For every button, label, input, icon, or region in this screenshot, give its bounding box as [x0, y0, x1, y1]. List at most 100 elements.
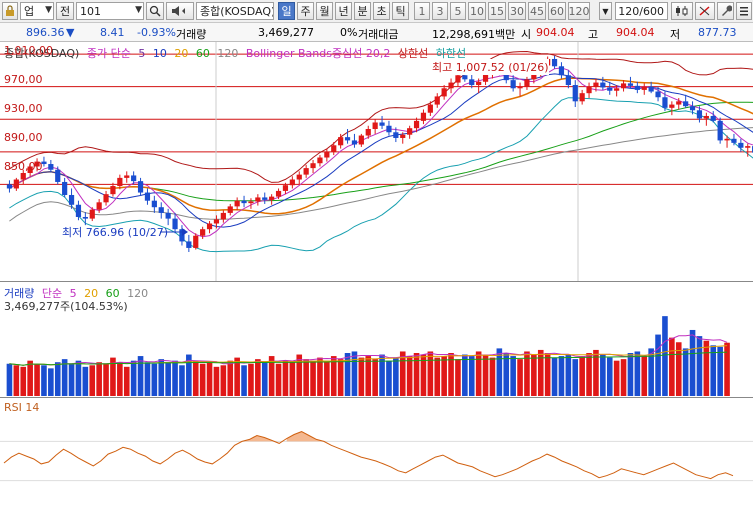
- volume-bar: [703, 340, 710, 396]
- volume-bar: [613, 360, 620, 396]
- settings-button[interactable]: [717, 2, 734, 20]
- volume-bar: [696, 336, 703, 396]
- price-chart-panel[interactable]: 종합(KOSDAQ) 종가 단순 5 10 20 60 120 Bollinge…: [0, 42, 753, 282]
- candle-body: [669, 104, 675, 108]
- volume-bar: [268, 356, 275, 396]
- legend-rsi: RSI 14: [4, 401, 40, 414]
- candle-body: [131, 175, 137, 182]
- more-button[interactable]: [736, 2, 752, 20]
- rsi-chart[interactable]: [0, 398, 753, 516]
- volume-bar: [34, 363, 40, 396]
- legend-ma-5: 5: [138, 47, 146, 60]
- legend-ma-label: 종가 단순: [86, 47, 131, 60]
- candle-body: [510, 80, 516, 89]
- menu-icon: [740, 7, 748, 16]
- candle-body: [68, 194, 75, 205]
- interval-tab-60[interactable]: 60: [548, 2, 566, 20]
- volume-legend: 거래량 단순 5 20 60 120: [4, 285, 152, 301]
- low-arrow-head-icon: [182, 228, 188, 236]
- candle-body: [303, 168, 309, 175]
- volume-bar: [351, 351, 358, 396]
- period-tab-3[interactable]: 년: [335, 2, 352, 20]
- quote-bar: 896.36 ▼ 8.41 -0.93% 거래량 3,469,277 0% 거래…: [0, 23, 753, 42]
- candle-body: [655, 91, 661, 98]
- interval-tab-120[interactable]: 120: [568, 2, 590, 20]
- count-input[interactable]: 120/600: [615, 2, 668, 20]
- code-input[interactable]: 101 ▼: [76, 2, 144, 20]
- volume-bar: [192, 360, 199, 396]
- volume-bar: [475, 351, 482, 396]
- volume-chart-panel[interactable]: 거래량 단순 5 20 60 120 3,469,277주(104.53%): [0, 282, 753, 398]
- volume-bar: [137, 356, 144, 396]
- candle-body: [6, 184, 13, 189]
- price-chart[interactable]: [0, 42, 753, 282]
- candle-body: [738, 142, 744, 148]
- volume-bar: [27, 360, 33, 396]
- candle-body: [289, 179, 295, 186]
- interval-tab-10[interactable]: 10: [468, 2, 486, 20]
- period-tab-6[interactable]: 틱: [392, 2, 409, 20]
- volume-bar: [310, 360, 316, 396]
- candle-body: [282, 185, 289, 191]
- rsi-overbought-area: [242, 435, 272, 442]
- volume-bar: [496, 348, 503, 396]
- candle-body: [469, 79, 475, 86]
- speaker-button[interactable]: [166, 2, 194, 20]
- candle-body: [745, 146, 751, 148]
- rsi-chart-panel[interactable]: RSI 14: [0, 398, 753, 516]
- candle-body: [579, 93, 585, 102]
- high-value: 904.04: [616, 26, 655, 39]
- volume-bar: [655, 334, 661, 396]
- candle-body: [524, 79, 530, 87]
- period-tab-4[interactable]: 분: [354, 2, 371, 20]
- period-tab-0[interactable]: 일: [278, 2, 295, 20]
- candle-body: [110, 186, 116, 195]
- interval-tab-45[interactable]: 45: [528, 2, 546, 20]
- period-tab-1[interactable]: 주: [297, 2, 314, 20]
- lock-icon[interactable]: [2, 2, 18, 20]
- volume-bar: [289, 362, 296, 396]
- interval-tab-1[interactable]: 1: [414, 2, 430, 20]
- volume-bar: [303, 359, 309, 396]
- index-name-field[interactable]: 종합(KOSDAQ): [196, 2, 274, 20]
- volume-bar: [96, 362, 102, 396]
- interval-tab-5[interactable]: 5: [450, 2, 466, 20]
- volume-bar: [600, 354, 606, 396]
- volume-bar: [510, 356, 516, 396]
- candle-body: [703, 115, 709, 119]
- volume-chart[interactable]: [0, 282, 753, 398]
- candle-body: [213, 219, 220, 224]
- period-tab-2[interactable]: 월: [316, 2, 333, 20]
- market-mode-select[interactable]: 업 ▼: [20, 2, 54, 20]
- interval-tab-15[interactable]: 15: [488, 2, 506, 20]
- volume-value: 3,469,277: [258, 26, 314, 39]
- candle-body: [206, 223, 213, 230]
- volume-bar: [255, 359, 261, 396]
- volume-current-value: 3,469,277주(104.53%): [4, 300, 128, 313]
- high-label: 고: [588, 28, 599, 41]
- whole-market-button[interactable]: 전: [56, 2, 74, 20]
- volume-bar: [606, 357, 613, 396]
- volume-bar: [627, 353, 634, 396]
- draw-tool-button[interactable]: [695, 2, 715, 20]
- candle-body: [455, 75, 461, 83]
- interval-dropdown[interactable]: ▼: [599, 2, 612, 20]
- volume-bar: [634, 351, 641, 396]
- rsi-legend: RSI 14: [4, 401, 43, 414]
- legend-volume-ma-120: 120: [127, 287, 149, 300]
- volume-bar: [372, 359, 378, 396]
- candle-body: [565, 75, 571, 86]
- volume-bar: [358, 357, 365, 396]
- candle-body: [255, 197, 261, 202]
- candle-body: [151, 200, 157, 208]
- interval-tab-3[interactable]: 3: [432, 2, 448, 20]
- period-tab-5[interactable]: 초: [373, 2, 390, 20]
- volume-bar: [103, 363, 109, 396]
- interval-tab-30[interactable]: 30: [508, 2, 526, 20]
- volume-bar: [572, 359, 579, 396]
- search-button[interactable]: [146, 2, 164, 20]
- search-icon: [149, 5, 161, 17]
- chart-type-button[interactable]: [671, 2, 693, 20]
- volume-bar: [179, 365, 185, 396]
- volume-bar: [434, 357, 441, 396]
